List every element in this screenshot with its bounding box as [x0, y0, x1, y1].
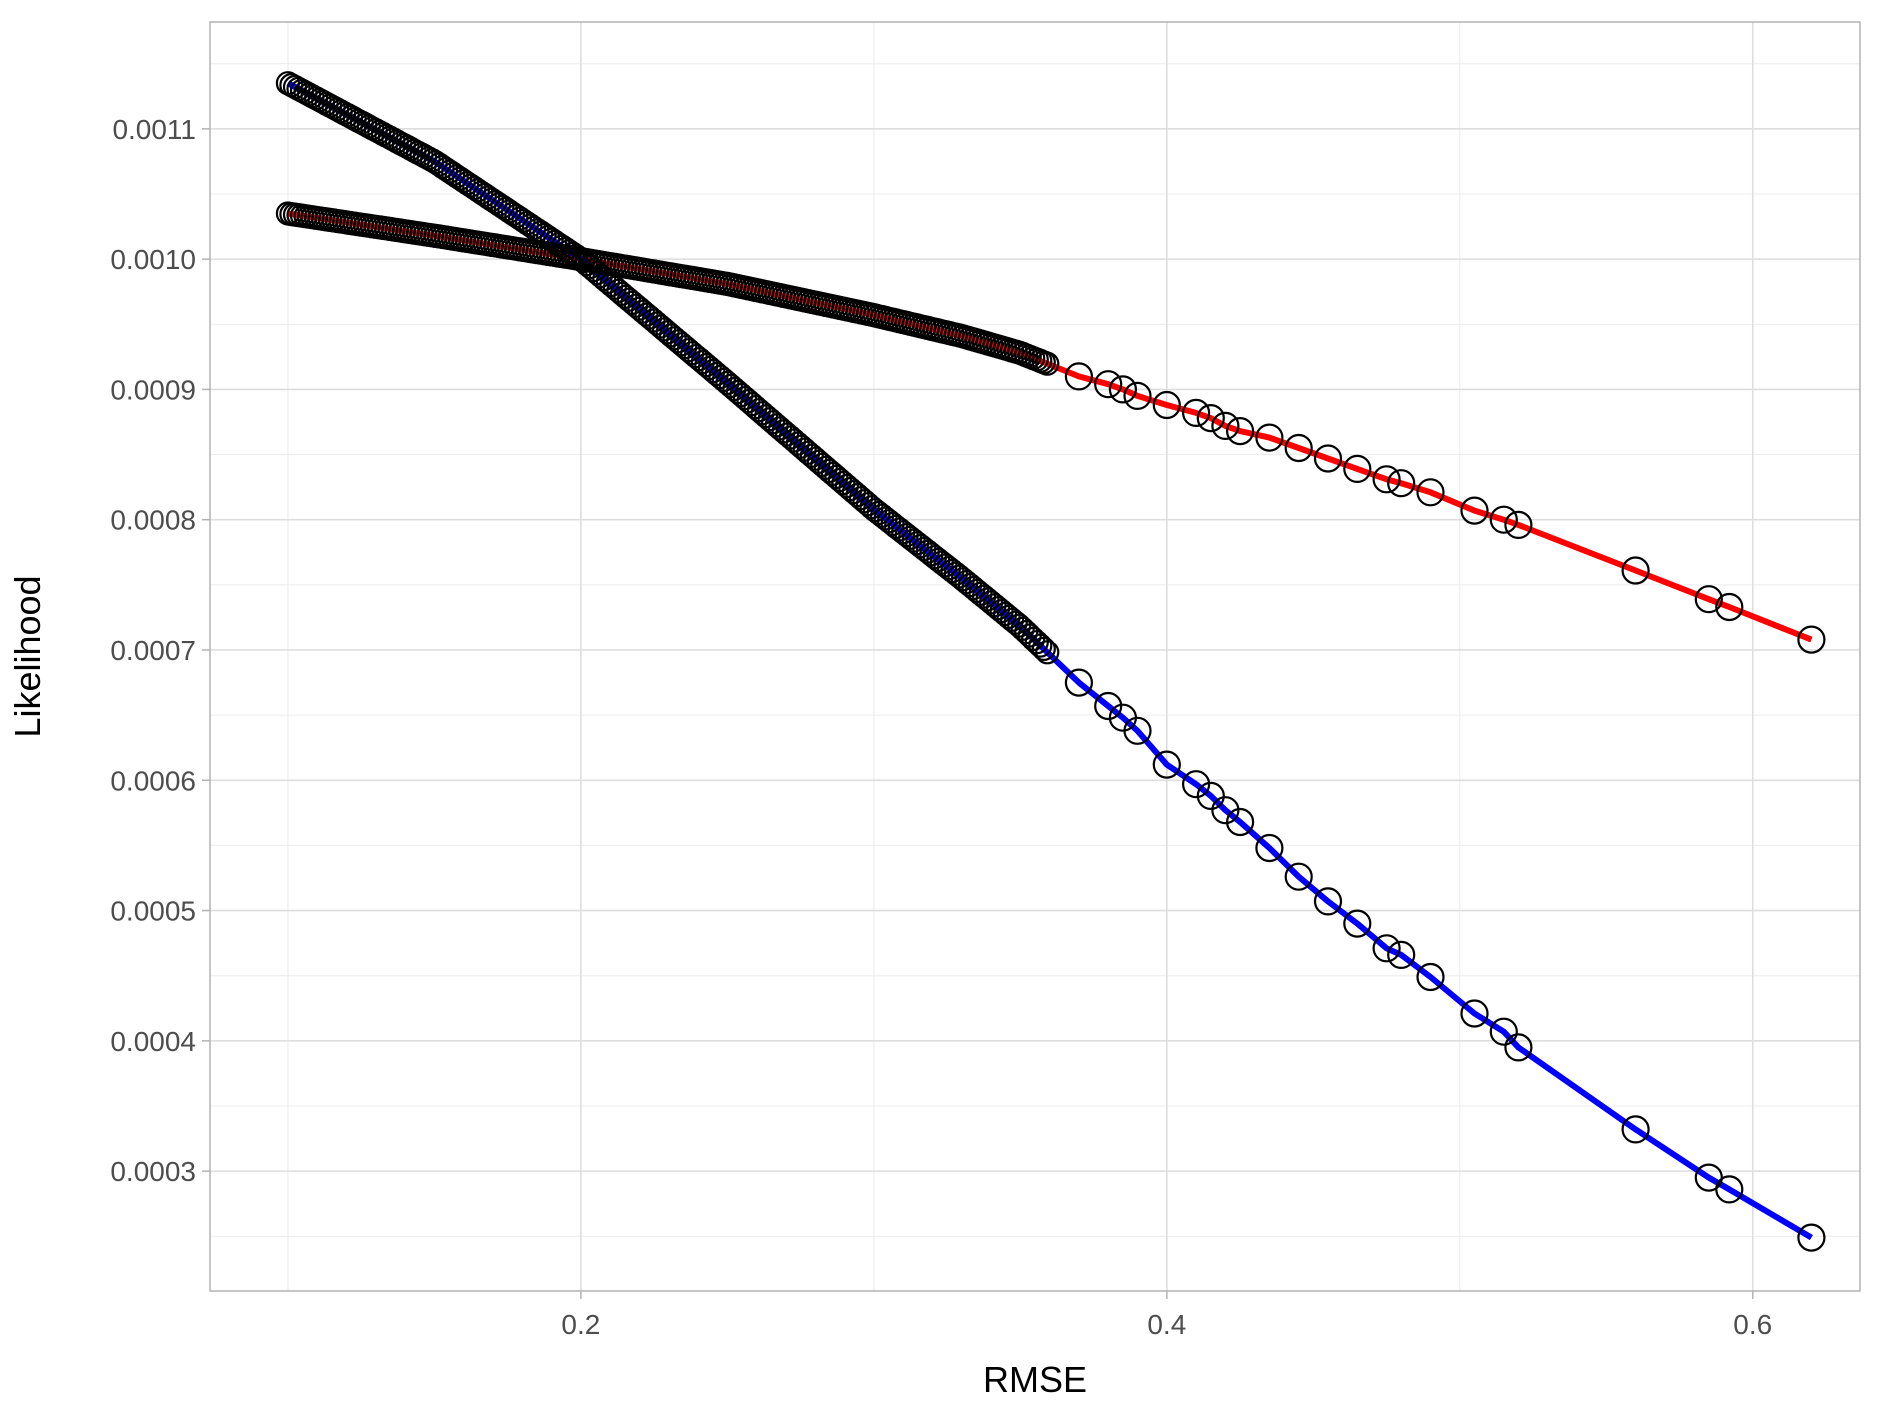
minor-gridlines	[210, 22, 1860, 1291]
dense-point	[1035, 351, 1060, 376]
data-point	[1416, 962, 1445, 992]
data-points	[275, 71, 1826, 1252]
data-point	[1123, 716, 1152, 745]
data-point	[1387, 940, 1416, 970]
data-point	[1621, 556, 1650, 585]
data-point	[1284, 433, 1313, 463]
data-point	[1797, 1223, 1826, 1252]
data-point	[1343, 909, 1372, 938]
major-gridlines	[210, 22, 1860, 1291]
data-point	[1715, 1175, 1744, 1204]
data-point	[1152, 390, 1181, 420]
data-point	[1797, 625, 1826, 654]
data-point	[1152, 750, 1181, 779]
x-tick-label: 0.4	[1147, 1309, 1186, 1340]
data-point	[1123, 381, 1152, 410]
data-point	[1181, 398, 1211, 427]
y-tick-label: 0.0008	[110, 505, 196, 536]
data-point	[1504, 1033, 1533, 1062]
x-axis-title: RMSE	[983, 1359, 1087, 1400]
y-tick-label: 0.0003	[110, 1156, 196, 1187]
data-point	[1460, 496, 1489, 525]
data-point	[1108, 375, 1138, 404]
data-point	[1225, 807, 1255, 837]
y-tick-label: 0.0004	[110, 1026, 196, 1057]
data-point	[1255, 833, 1284, 863]
y-tick-label: 0.0007	[110, 635, 196, 666]
y-axis-title: Likelihood	[7, 575, 48, 737]
data-point	[1211, 411, 1240, 440]
data-point	[1064, 668, 1094, 697]
data-point	[1196, 404, 1225, 433]
x-axis-ticks: 0.2 0.4 0.6	[561, 1291, 1772, 1340]
data-point	[1621, 1115, 1650, 1144]
data-point	[1343, 454, 1372, 483]
data-point	[1094, 691, 1123, 721]
data-point	[1504, 510, 1533, 540]
y-axis-ticks: 0.0003 0.0004 0.0005 0.0006 0.0007 0.0008 0.00…	[110, 114, 210, 1187]
data-point	[1313, 887, 1343, 916]
y-tick-label: 0.0010	[110, 244, 196, 275]
data-point	[1489, 1017, 1518, 1046]
y-tick-label: 0.0006	[110, 765, 196, 796]
data-point	[1255, 423, 1284, 452]
y-tick-label: 0.0009	[110, 374, 196, 405]
data-point	[1094, 370, 1123, 399]
data-point	[1372, 465, 1401, 494]
data-point	[1181, 770, 1211, 799]
data-point	[1196, 781, 1225, 811]
data-point	[1489, 505, 1518, 534]
data-point	[1715, 592, 1744, 622]
data-point	[1064, 362, 1094, 391]
dense-point	[1035, 640, 1060, 665]
x-tick-label: 0.2	[561, 1309, 600, 1340]
panel-border	[209, 21, 1861, 1292]
y-tick-label: 0.0011	[112, 114, 196, 145]
x-tick-label: 0.6	[1733, 1309, 1772, 1340]
dense-point	[1028, 633, 1053, 658]
data-point	[1387, 469, 1416, 498]
data-point	[1694, 585, 1723, 614]
y-tick-label: 0.0005	[110, 896, 196, 927]
data-point	[1460, 999, 1489, 1028]
data-point	[1416, 478, 1445, 507]
data-point	[1313, 444, 1343, 473]
data-point	[1372, 934, 1401, 963]
data-point	[1284, 862, 1313, 891]
dense-point	[1031, 636, 1056, 662]
data-point	[1225, 417, 1255, 446]
